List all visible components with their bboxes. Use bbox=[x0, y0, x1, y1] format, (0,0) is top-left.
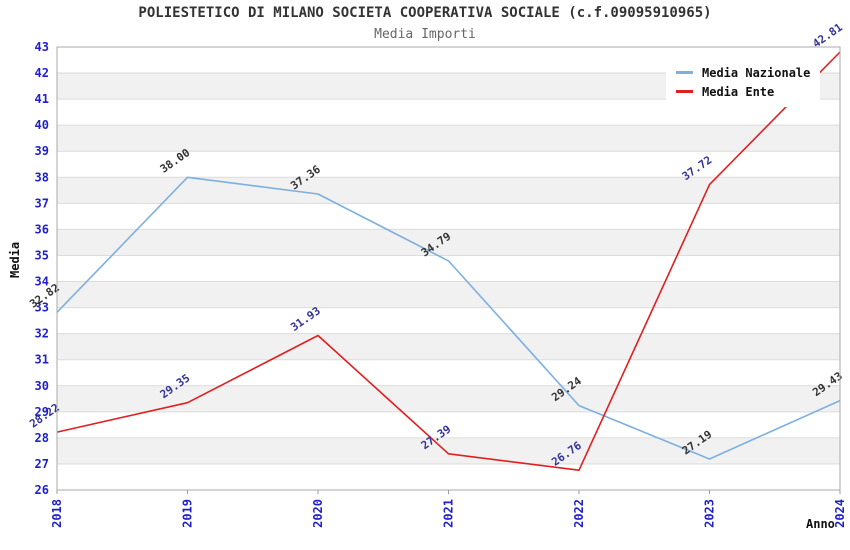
svg-text:36: 36 bbox=[35, 222, 49, 236]
svg-text:43: 43 bbox=[35, 40, 49, 54]
svg-text:39: 39 bbox=[35, 144, 49, 158]
svg-text:34: 34 bbox=[35, 275, 49, 289]
svg-text:33: 33 bbox=[35, 301, 49, 315]
axis-tick-marks bbox=[56, 490, 841, 494]
svg-text:37: 37 bbox=[35, 196, 49, 210]
svg-text:2020: 2020 bbox=[311, 499, 325, 528]
svg-text:35: 35 bbox=[35, 248, 49, 262]
x-axis-title: Anno bbox=[806, 517, 835, 531]
svg-text:31: 31 bbox=[35, 353, 49, 367]
media-nazionale-line-swatch bbox=[676, 71, 693, 74]
svg-text:27: 27 bbox=[35, 457, 49, 471]
svg-text:38: 38 bbox=[35, 170, 49, 184]
chart-title: POLIESTETICO DI MILANO SOCIETA COOPERATI… bbox=[138, 5, 712, 21]
svg-text:28: 28 bbox=[35, 431, 49, 445]
legend-label-media-ente: Media Ente bbox=[702, 84, 775, 99]
y-axis-tick-labels: 26 27 28 29 30 31 32 33 34 35 36 37 38 39 40 41 42 43 bbox=[35, 40, 49, 497]
svg-text:31.93: 31.93 bbox=[288, 304, 323, 334]
legend: Media Nazionale Media Ente bbox=[666, 57, 821, 107]
svg-text:2024: 2024 bbox=[833, 499, 847, 528]
svg-text:41: 41 bbox=[35, 92, 49, 106]
media-ente-line-swatch bbox=[676, 90, 693, 93]
plot-border bbox=[56, 46, 841, 491]
y-axis-title: Media bbox=[8, 241, 22, 278]
legend-item-media-nazionale: Media Nazionale bbox=[676, 63, 810, 82]
svg-text:2019: 2019 bbox=[181, 499, 195, 528]
svg-text:2018: 2018 bbox=[50, 499, 64, 528]
plot-bands bbox=[57, 73, 840, 464]
series-lines bbox=[56, 51, 841, 472]
svg-text:30: 30 bbox=[35, 379, 49, 393]
svg-text:26: 26 bbox=[35, 483, 49, 497]
svg-text:2021: 2021 bbox=[442, 499, 456, 528]
svg-text:29: 29 bbox=[35, 405, 49, 419]
svg-text:40: 40 bbox=[35, 118, 49, 132]
svg-text:42.81: 42.81 bbox=[810, 21, 845, 51]
svg-text:32: 32 bbox=[35, 327, 49, 341]
svg-text:42: 42 bbox=[35, 66, 49, 80]
svg-text:2022: 2022 bbox=[572, 499, 586, 528]
legend-label-media-nazionale: Media Nazionale bbox=[702, 65, 811, 80]
x-axis-tick-labels: 2018 2019 2020 2021 2022 2023 2024 bbox=[50, 499, 847, 528]
chart-subtitle: Media Importi bbox=[374, 27, 476, 42]
gridlines bbox=[57, 72, 840, 465]
svg-text:2023: 2023 bbox=[703, 499, 717, 528]
legend-item-media-ente: Media Ente bbox=[676, 82, 810, 101]
